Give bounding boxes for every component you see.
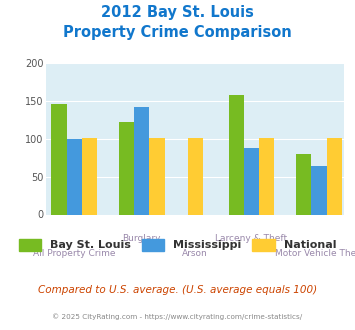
Bar — [327, 138, 342, 214]
Bar — [119, 122, 134, 214]
Text: Compared to U.S. average. (U.S. average equals 100): Compared to U.S. average. (U.S. average … — [38, 285, 317, 295]
Text: © 2025 CityRating.com - https://www.cityrating.com/crime-statistics/: © 2025 CityRating.com - https://www.city… — [53, 314, 302, 320]
Bar — [311, 166, 327, 214]
Text: Motor Vehicle Theft: Motor Vehicle Theft — [275, 249, 355, 258]
Bar — [149, 138, 165, 214]
Text: All Property Crime: All Property Crime — [33, 249, 115, 258]
Bar — [244, 148, 259, 214]
Bar — [259, 138, 274, 214]
Bar — [67, 139, 82, 214]
Bar — [82, 138, 97, 214]
Legend: Bay St. Louis, Mississippi, National: Bay St. Louis, Mississippi, National — [15, 234, 340, 255]
Bar — [134, 108, 149, 214]
Text: Property Crime Comparison: Property Crime Comparison — [63, 25, 292, 40]
Text: 2012 Bay St. Louis: 2012 Bay St. Louis — [101, 5, 254, 20]
Bar — [296, 154, 311, 214]
Bar — [229, 95, 244, 214]
Text: Larceny & Theft: Larceny & Theft — [215, 234, 288, 243]
Text: Arson: Arson — [182, 249, 208, 258]
Text: Burglary: Burglary — [122, 234, 161, 243]
Bar — [51, 104, 67, 214]
Bar — [188, 138, 203, 214]
